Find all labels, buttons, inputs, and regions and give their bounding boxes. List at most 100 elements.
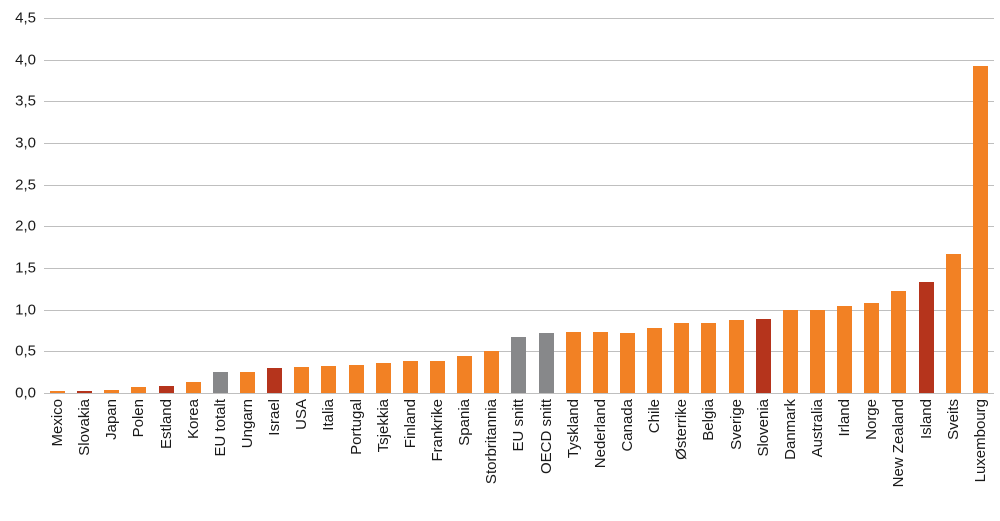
gridline	[44, 18, 994, 19]
x-label-slot: OECD snitt	[533, 399, 560, 521]
gridline	[44, 393, 994, 394]
y-tick-label: 4,0	[15, 51, 36, 69]
x-label-slot: Luxembourg	[967, 399, 994, 521]
bar-slot	[180, 18, 207, 393]
y-tick-label: 4,5	[15, 9, 36, 27]
x-label-slot: Irland	[831, 399, 858, 521]
plot-area	[44, 18, 994, 394]
y-tick-label: 0,5	[15, 342, 36, 360]
x-axis-label: Spania	[456, 399, 474, 446]
bar-luxembourg	[972, 66, 988, 393]
x-axis-label: Nederland	[591, 399, 609, 469]
x-axis-label: Tsjekkia	[374, 399, 392, 453]
x-label-slot: Norge	[858, 399, 885, 521]
bar-slot	[560, 18, 587, 393]
bar-norge	[864, 303, 880, 393]
x-label-slot: Estland	[153, 399, 180, 521]
bar-slot	[885, 18, 912, 393]
bar-korea	[185, 382, 201, 393]
x-axis-label: Luxembourg	[971, 399, 989, 483]
x-axis-label: EU snitt	[510, 399, 528, 452]
bar-slot	[641, 18, 668, 393]
y-tick-label: 1,5	[15, 259, 36, 277]
x-label-slot: Storbritannia	[478, 399, 505, 521]
y-tick-label: 3,5	[15, 92, 36, 110]
bar-nederland	[592, 332, 608, 393]
x-label-slot: Australia	[804, 399, 831, 521]
x-axis-label: Canada	[619, 399, 637, 452]
x-label-slot: Tyskland	[560, 399, 587, 521]
x-axis-label: Japan	[103, 399, 121, 440]
bar-danmark	[782, 309, 798, 393]
bar-storbritannia	[484, 351, 500, 393]
x-axis-label: Korea	[184, 399, 202, 440]
x-label-slot: Danmark	[777, 399, 804, 521]
x-label-slot: Sveits	[940, 399, 967, 521]
bar-slot	[940, 18, 967, 393]
bar-slot	[125, 18, 152, 393]
x-axis-label: Island	[917, 399, 935, 440]
x-label-slot: Frankrike	[424, 399, 451, 521]
gridline	[44, 309, 994, 311]
bar-canada	[620, 333, 636, 393]
x-axis-label: Polen	[130, 399, 148, 438]
bar-slot	[587, 18, 614, 393]
bar-slot	[750, 18, 777, 393]
x-axis-label: Portugal	[347, 399, 365, 455]
bar-slot	[315, 18, 342, 393]
x-label-slot: Israel	[261, 399, 288, 521]
x-axis-label: Østerrike	[673, 399, 691, 460]
x-axis-labels: Mexico Slovakia Japan Polen Estland Korea EU t…	[44, 399, 994, 521]
gridline	[44, 226, 994, 228]
bar-island	[918, 282, 934, 393]
bar-oecd-snitt	[538, 333, 554, 393]
x-label-slot: Ungarn	[234, 399, 261, 521]
bar-slot	[614, 18, 641, 393]
bar-polen	[131, 387, 147, 393]
x-label-slot: USA	[288, 399, 315, 521]
bar-slot	[804, 18, 831, 393]
gridline	[44, 59, 994, 61]
y-axis: 0,0 0,5 1,0 1,5 2,0 2,5 3,0 3,5 4,0 4,5	[0, 10, 36, 402]
bar-belgia	[701, 323, 717, 393]
x-label-slot: Polen	[125, 399, 152, 521]
x-axis-label: OECD snitt	[537, 399, 555, 475]
bar-slot	[668, 18, 695, 393]
bar-slot	[207, 18, 234, 393]
x-label-slot: Mexico	[44, 399, 71, 521]
bar-slot	[505, 18, 532, 393]
bar-slot	[370, 18, 397, 393]
bar-new-zealand	[891, 291, 907, 393]
bar-tyskland	[565, 332, 581, 393]
bar-spania	[457, 356, 473, 393]
bar-østerrike	[674, 323, 690, 393]
x-axis-label: Danmark	[781, 399, 799, 460]
x-label-slot: Slovenia	[750, 399, 777, 521]
x-axis-label: Slovakia	[76, 399, 94, 456]
bar-slot	[723, 18, 750, 393]
gridline	[44, 268, 994, 269]
x-axis-label: Israel	[266, 399, 284, 436]
bar-finland	[402, 361, 418, 393]
x-label-slot: Spania	[451, 399, 478, 521]
x-label-slot: Island	[913, 399, 940, 521]
x-axis-label: Ungarn	[239, 399, 257, 449]
bar-usa	[294, 367, 310, 393]
x-axis-label: Irland	[836, 399, 854, 437]
x-axis-label: Italia	[320, 399, 338, 431]
x-label-slot: Korea	[180, 399, 207, 521]
x-label-slot: Chile	[641, 399, 668, 521]
bar-slot	[967, 18, 994, 393]
bar-slot	[44, 18, 71, 393]
bar-slot	[858, 18, 885, 393]
bars	[44, 18, 994, 393]
bar-slot	[261, 18, 288, 393]
x-axis-label: USA	[293, 399, 311, 430]
x-axis-label: EU totalt	[211, 399, 229, 457]
bar-slovakia	[77, 390, 93, 393]
bar-sverige	[728, 319, 744, 393]
x-label-slot: Tsjekkia	[370, 399, 397, 521]
bar-slot	[71, 18, 98, 393]
x-label-slot: Finland	[397, 399, 424, 521]
